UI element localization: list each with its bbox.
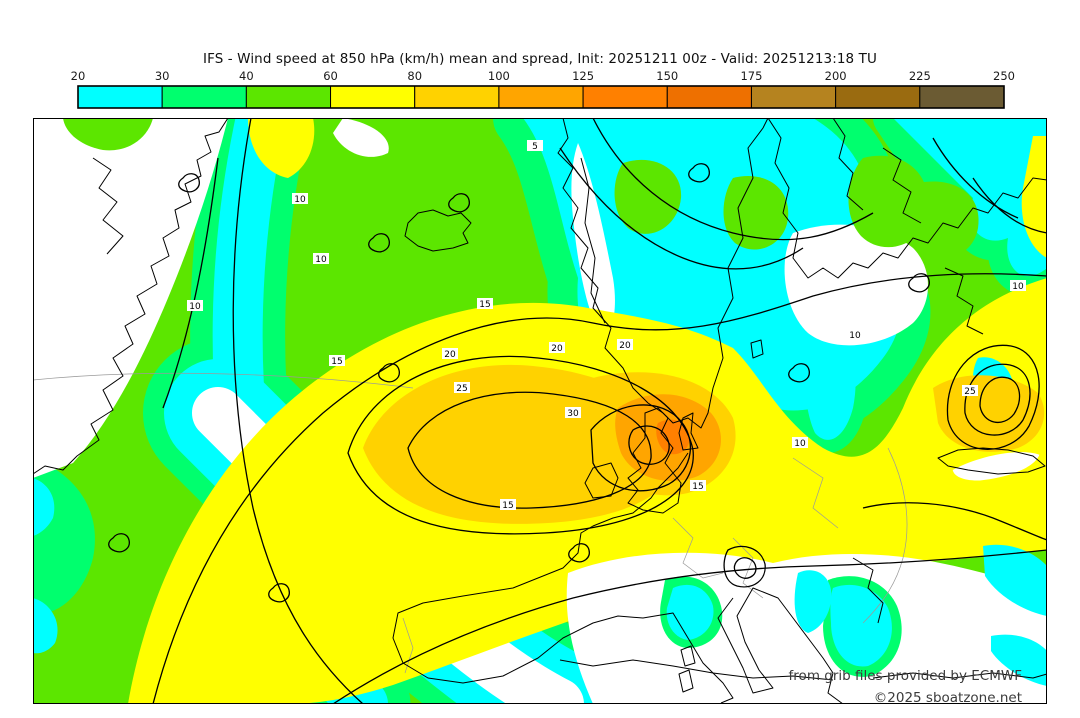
contour-label: 5 [532, 142, 538, 152]
attribution-ecmwf: from grib files provided by ECMWF [789, 668, 1022, 684]
contour-label: 10 [849, 331, 861, 341]
coastlines-layer [33, 118, 1047, 704]
contour-label: 25 [456, 384, 467, 394]
contour-label-box [792, 437, 808, 448]
contour-label: 10 [315, 255, 327, 265]
colorbar-frame [77, 85, 1005, 109]
contour-label-box [549, 342, 565, 353]
contour-label-box [1010, 280, 1026, 291]
contour-label: 10 [794, 439, 806, 449]
contour-label-box [565, 407, 581, 418]
forecast-map: 5 10 10 10 15 15 20 20 20 25 30 15 10 25 10 10 15 from g… [33, 118, 1047, 704]
colorbar-tick-label: 60 [323, 69, 338, 83]
colorbar-tick-label: 225 [909, 69, 931, 83]
colorbar-segment [245, 85, 332, 109]
colorbar-segment [498, 85, 584, 109]
contour-label: 25 [964, 387, 975, 397]
colorbar-tick-label: 175 [740, 69, 762, 83]
contour-label: 20 [619, 341, 631, 351]
colorbar-tick-label: 125 [572, 69, 594, 83]
contour-label: 15 [331, 357, 342, 367]
attribution-copyright: ©2025 sboatzone.net [874, 690, 1022, 704]
colorbar-tick-label: 30 [155, 69, 170, 83]
colorbar-tick-label: 100 [488, 69, 510, 83]
contour-label-box [313, 253, 329, 264]
contour-label-box [500, 499, 516, 510]
contour-label-box [454, 382, 470, 393]
colorbar-tick-label: 200 [825, 69, 847, 83]
contour-label: 10 [189, 302, 201, 312]
contour-label-box [187, 300, 203, 311]
colorbar-segment [835, 85, 921, 109]
colorbar-segment [750, 85, 837, 109]
chart-title: IFS - Wind speed at 850 hPa (km/h) mean … [203, 51, 877, 67]
contour-label: 15 [479, 300, 490, 310]
contour-label-box [442, 348, 458, 359]
colorbar-segment [161, 85, 247, 109]
contour-label: 15 [692, 482, 703, 492]
colorbar-segment [414, 85, 500, 109]
colorbar-segment [330, 85, 416, 109]
contour-label-box [329, 355, 345, 366]
contour-label-box [527, 140, 543, 151]
contour-label-box [292, 193, 308, 204]
colorbar-tick-label: 40 [239, 69, 254, 83]
colorbar-tick-label: 250 [993, 69, 1015, 83]
contour-label-box [477, 298, 493, 309]
colorbar-tick-label: 150 [656, 69, 678, 83]
contour-label: 15 [502, 501, 513, 511]
colorbar-segments [77, 85, 1005, 109]
contour-label: 10 [294, 195, 306, 205]
contour-label: 20 [444, 350, 456, 360]
contour-labels-layer: 5 10 10 10 15 15 20 20 20 25 30 15 10 25 10 10 15 [187, 140, 1026, 511]
contour-label-box [962, 385, 978, 396]
spread-contours-layer [108, 118, 1047, 704]
wind-fill-125 [656, 419, 690, 455]
colorbar-tick-label: 80 [407, 69, 422, 83]
contour-label-box [847, 329, 863, 340]
contour-label-box [617, 339, 633, 350]
colorbar: 20 30 40 60 80 100 125 150 175 200 225 250 [71, 69, 1015, 109]
colorbar-segment [919, 85, 1005, 109]
colorbar-segment [77, 85, 163, 109]
colorbar-segment [582, 85, 668, 109]
contour-label: 20 [551, 344, 563, 354]
map-frame [33, 118, 1047, 704]
contour-label: 30 [567, 409, 579, 419]
contour-label-box [690, 480, 706, 491]
colorbar-tick-labels: 20 30 40 60 80 100 125 150 175 200 225 250 [71, 69, 1015, 83]
colorbar-segment [666, 85, 752, 109]
contour-label: 10 [1012, 282, 1024, 292]
colorbar-tick-label: 20 [71, 69, 86, 83]
